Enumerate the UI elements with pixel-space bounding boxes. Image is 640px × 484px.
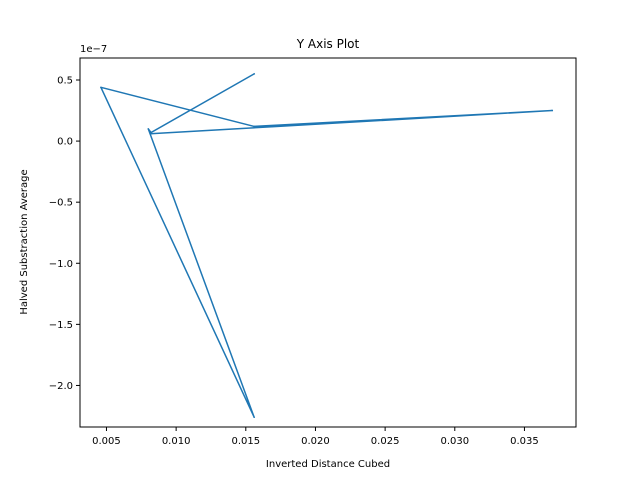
y-axis-label: Halved Substraction Average [19,169,30,314]
axes-frame [79,57,577,428]
data-point [147,128,150,130]
x-tick-label: 0.030 [440,436,469,447]
x-tick-label: 0.010 [162,436,191,447]
y-tick-label: −2.0 [49,381,73,392]
plot-area [100,72,554,418]
x-tick-label: 0.035 [510,436,539,447]
data-point [100,86,102,89]
y-tick-label: −1.5 [49,320,73,331]
data-point [253,125,255,128]
y-tick-label: 0.5 [57,75,73,86]
data-point [150,131,152,134]
data-point [253,73,255,75]
y-tick-label: −1.0 [49,259,73,270]
chart-title: Y Axis Plot [296,37,360,51]
x-axis-label: Inverted Distance Cubed [266,459,390,470]
x-tick-label: 0.005 [92,436,121,447]
y-offset-text: 1e−7 [80,44,107,55]
x-tick-label: 0.015 [231,436,260,447]
x-tick-label: 0.020 [301,436,330,447]
x-tick-label: 0.025 [371,436,400,447]
data-point [150,133,152,135]
series-line-0 [100,72,554,418]
y-tick-label: −0.5 [49,198,73,209]
data-point [551,109,554,112]
data-point [253,416,255,418]
axis-ticks: 0.005 0.010 0.015 0.020 0.025 0.030 0.035 0.5 0.… [49,75,539,447]
y-tick-label: 0.0 [57,137,73,148]
